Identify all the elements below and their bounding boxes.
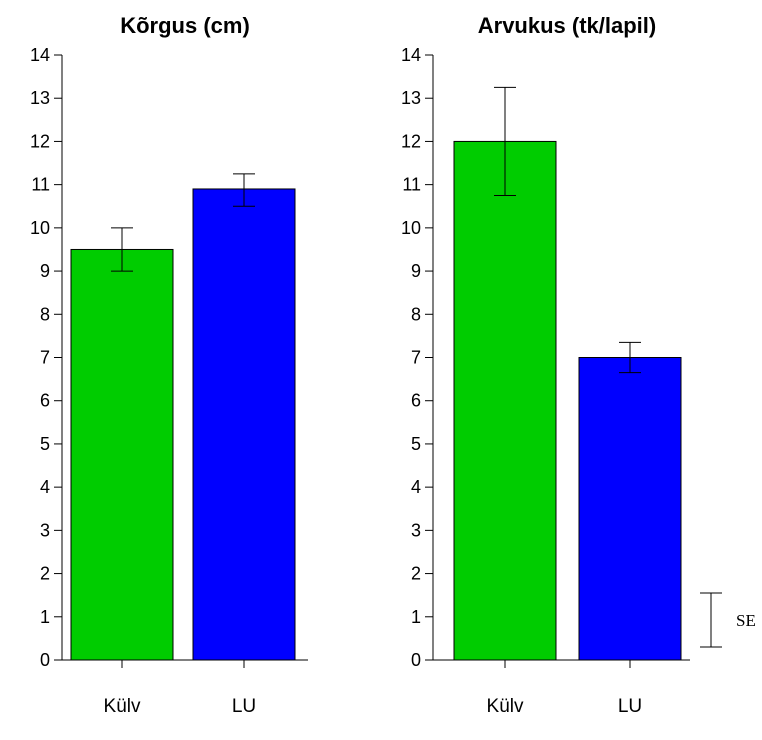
y-tick-label: 8 xyxy=(40,304,50,324)
x-tick-label: LU xyxy=(618,696,642,717)
y-tick-label: 9 xyxy=(40,261,50,281)
y-tick-label: 11 xyxy=(402,175,421,195)
x-tick-label: LU xyxy=(232,696,256,717)
x-tick-label: Külv xyxy=(104,696,141,717)
y-tick-label: 1 xyxy=(40,607,50,627)
chart-title: Kõrgus (cm) xyxy=(120,13,250,38)
y-tick-label: 14 xyxy=(401,45,421,65)
y-tick-label: 4 xyxy=(411,477,421,497)
y-tick-label: 2 xyxy=(411,564,421,584)
y-tick-label: 3 xyxy=(40,520,50,540)
y-tick-label: 5 xyxy=(411,434,421,454)
y-tick-label: 2 xyxy=(40,564,50,584)
y-tick-label: 12 xyxy=(401,131,421,151)
chart-title: Arvukus (tk/lapil) xyxy=(478,13,656,38)
y-tick-label: 6 xyxy=(411,391,421,411)
y-tick-label: 8 xyxy=(411,304,421,324)
y-tick-label: 9 xyxy=(411,261,421,281)
y-tick-label: 11 xyxy=(31,175,50,195)
y-tick-label: 6 xyxy=(40,391,50,411)
y-tick-label: 14 xyxy=(30,45,50,65)
y-tick-label: 13 xyxy=(30,88,50,108)
y-tick-label: 7 xyxy=(40,348,50,368)
y-tick-label: 3 xyxy=(411,520,421,540)
bar-kulv xyxy=(70,248,174,661)
bar-kulv xyxy=(453,140,557,661)
y-tick-label: 10 xyxy=(30,218,50,238)
y-tick-label: 12 xyxy=(30,131,50,151)
chart-panel-2: Arvukus (tk/lapil)01234567891011121314Kü… xyxy=(401,13,690,717)
x-tick-label: Külv xyxy=(487,696,524,717)
y-tick-label: 1 xyxy=(411,607,421,627)
y-tick-label: 0 xyxy=(411,650,421,670)
se-legend-label: SE xyxy=(736,611,756,630)
se-legend: SE xyxy=(700,592,756,648)
y-tick-label: 13 xyxy=(401,88,421,108)
bar-lu xyxy=(578,357,682,661)
y-tick-label: 10 xyxy=(401,218,421,238)
y-tick-label: 0 xyxy=(40,650,50,670)
y-tick-label: 5 xyxy=(40,434,50,454)
y-tick-label: 7 xyxy=(411,348,421,368)
bar-lu xyxy=(192,188,296,661)
y-tick-label: 4 xyxy=(40,477,50,497)
